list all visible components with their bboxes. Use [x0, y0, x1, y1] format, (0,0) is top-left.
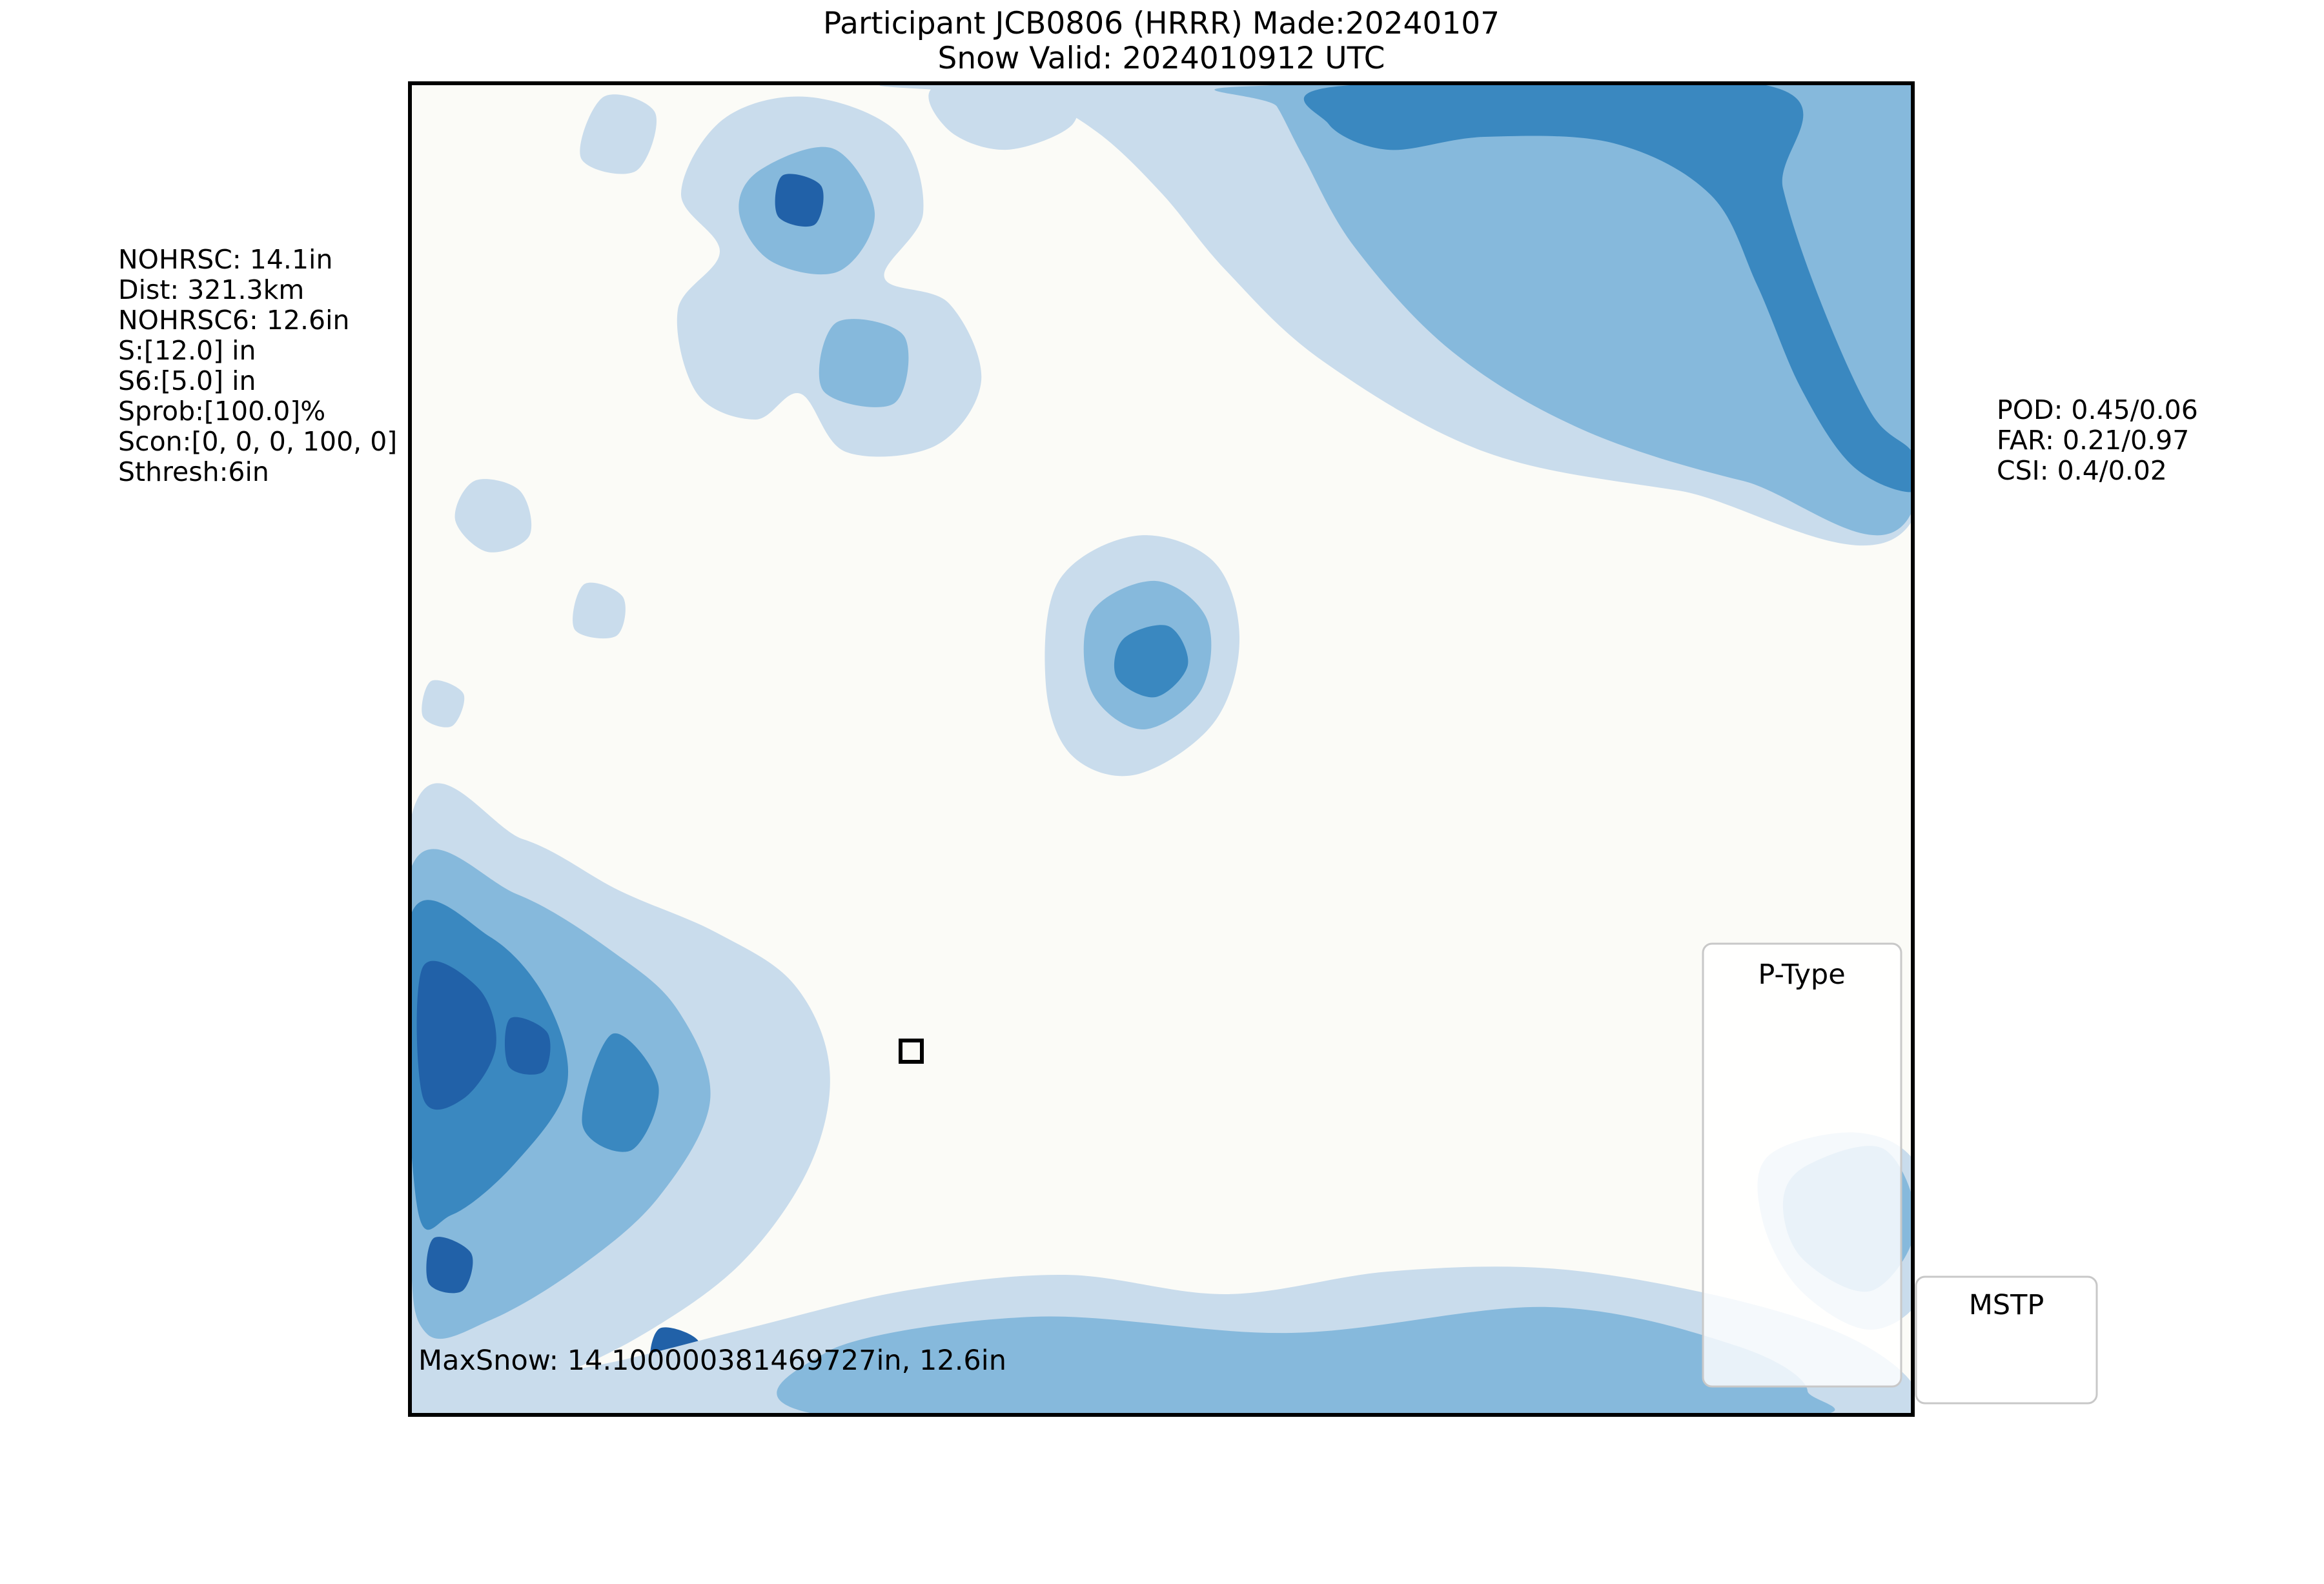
map-panel: MaxSnow: 14.100000381469727in, 12.6in	[408, 81, 1915, 1417]
title-line-2: Snow Valid: 2024010912 UTC	[938, 41, 1385, 76]
legend-mstp-title: MSTP	[1969, 1289, 2044, 1321]
legend-mstp: MSTP	[1915, 1275, 2098, 1405]
stat-sprob: Sprob:[100.0]%	[118, 396, 325, 427]
stat-s6: S6:[5.0] in	[118, 365, 256, 396]
contour-region	[928, 83, 1079, 150]
stats-right-block: POD: 0.45/0.06 FAR: 0.21/0.97 CSI: 0.4/0…	[1997, 394, 2198, 486]
contour-region	[426, 1237, 473, 1294]
stat-sthresh: Sthresh:6in	[118, 456, 269, 487]
contour-region	[573, 582, 626, 639]
stat-nohrsc6: NOHRSC6: 12.6in	[118, 305, 350, 336]
stat-nohrsc: NOHRSC: 14.1in	[118, 244, 332, 275]
contour-region	[775, 174, 824, 227]
stat-s: S:[12.0] in	[118, 335, 256, 366]
legend-mstp-box	[1915, 1275, 2098, 1405]
maxsnow-annotation: MaxSnow: 14.100000381469727in, 12.6in	[418, 1345, 1006, 1377]
contour-region	[504, 1017, 551, 1075]
legend-ptype-title: P-Type	[1758, 959, 1845, 991]
site-marker-square	[899, 1039, 924, 1064]
snowfall-contour-fills	[410, 83, 1913, 1415]
stat-csi: CSI: 0.4/0.02	[1997, 455, 2167, 486]
contour-region	[580, 94, 657, 174]
legend-ptype-box	[1702, 942, 1902, 1388]
stat-pod: POD: 0.45/0.06	[1997, 394, 2198, 425]
stat-scon: Scon:[0, 0, 0, 100, 0]	[118, 426, 397, 457]
contour-region	[1114, 625, 1188, 698]
contour-region	[819, 319, 909, 407]
map-frame	[408, 81, 1915, 1417]
title-line-1: Participant JCB0806 (HRRR) Made:20240107	[823, 6, 1500, 41]
figure-title: Participant JCB0806 (HRRR) Made:20240107…	[823, 6, 1500, 76]
contour-region	[1303, 83, 1913, 492]
legend-ptype: P-Type	[1702, 942, 1902, 1388]
contour-region	[777, 1306, 1835, 1415]
stat-far: FAR: 0.21/0.97	[1997, 425, 2189, 456]
contour-region	[582, 1033, 659, 1152]
stats-left-block: NOHRSC: 14.1in Dist: 321.3km NOHRSC6: 12…	[118, 244, 397, 487]
contour-region	[416, 960, 496, 1110]
contour-region	[422, 680, 465, 727]
stat-dist: Dist: 321.3km	[118, 274, 304, 305]
contour-region	[454, 479, 532, 553]
